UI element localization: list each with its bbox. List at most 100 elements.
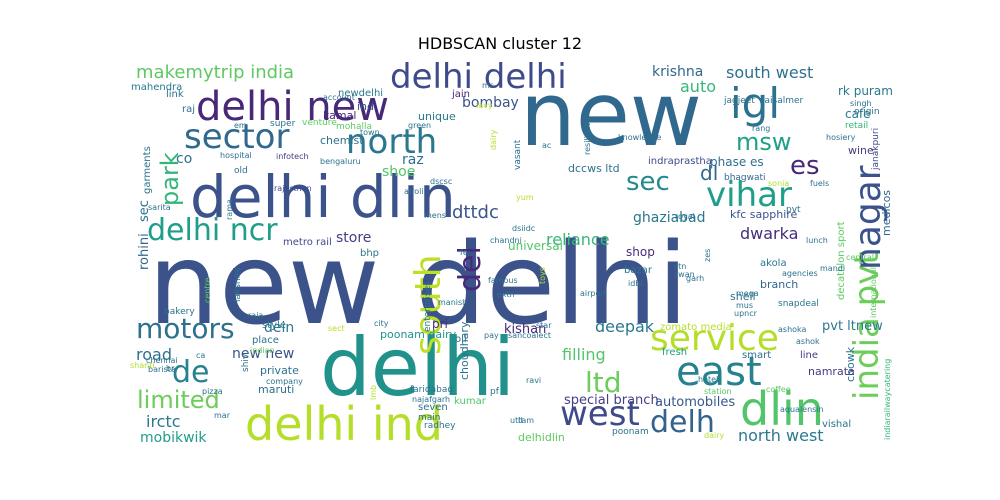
word-99: line [800,350,818,361]
word-102: private [260,364,299,377]
word-96: decathlon sport [836,221,847,300]
word-63: shop [626,245,655,259]
word-142: lavy [476,101,493,110]
word-166: zes [703,249,712,262]
word-84: bengaluru [320,157,361,166]
word-173: garh [686,274,704,283]
word-47: shoe [382,164,415,180]
word-60: kfc sapphire [730,208,798,221]
word-77: kamal [323,109,356,122]
word-16: vihar [706,175,792,215]
word-110: agencies [782,269,818,278]
word-104: faridabad [410,385,453,395]
word-72: wine [848,144,874,157]
word-129: shanti [130,361,155,370]
word-144: resilient [583,123,592,155]
word-38: irctc [146,412,181,431]
word-186: pay [484,331,499,340]
word-54: delhidlin [518,431,565,444]
word-98: vishal [822,419,851,430]
word-6: igl [730,79,780,128]
word-82: link [166,89,184,100]
word-64: bazar [624,265,653,276]
word-80: jain [451,89,470,100]
word-89: universal [508,239,563,253]
word-167: toys [538,267,547,284]
word-3: delhi [320,321,515,414]
word-27: es [790,151,820,181]
word-100: smart [742,350,771,361]
word-30: south west [726,63,813,82]
word-45: krishna [652,64,703,80]
word-131: br [166,364,175,373]
word-57: zomato media [660,322,732,333]
word-107: najafgarh [412,395,450,404]
word-29: makemytrip india [136,62,294,83]
word-20: motors [136,312,235,345]
word-136: mohalla [336,122,372,132]
word-7: delhi ind [245,397,443,451]
word-58: indiarailwaycatering [883,359,892,440]
word-106: seven [418,402,448,413]
word-123: bakery [164,307,195,317]
word-85: infotech [276,152,309,161]
word-13: dlin [740,382,824,436]
word-184: star [536,321,552,330]
word-140: em [234,121,247,130]
word-164: pvt [786,205,801,215]
word-94: shell [730,290,756,303]
word-158: airoli [404,187,424,196]
word-35: ghaziabad [633,210,706,226]
word-69: bhagwati [724,173,766,183]
word-67: indraprastha [648,156,712,167]
word-105: choudhary [458,321,471,380]
word-12: service [650,318,779,359]
word-165: lunch [806,236,828,245]
word-190: ravi [526,376,541,385]
word-183: sect [328,324,345,333]
word-161: dsiidc [512,224,535,233]
word-25: msw [736,128,792,156]
word-189: pf [490,387,500,397]
word-0: new delhi [148,220,688,350]
word-192: main [418,413,441,423]
word-150: rang [752,124,770,133]
word-138: green [408,121,431,130]
word-41: deepak [595,317,655,336]
word-113: coffee [766,385,791,394]
word-61: rohini [137,233,152,270]
word-185: sancoalect [508,331,551,340]
word-181: airport [580,289,607,298]
word-75: unique [418,110,456,123]
word-23: ltd [585,366,622,399]
word-1: new [520,63,702,166]
word-139: raj [182,104,195,115]
word-199: swan [674,270,695,279]
word-162: chandni [490,236,522,245]
word-145: jagjeet [723,96,755,106]
word-132: company [266,377,303,386]
word-76: chemist [320,134,364,147]
word-146: jaisalmer [761,96,804,106]
word-81: mahendra [131,82,182,93]
word-33: reliance [546,230,610,249]
word-115: aqualensin [780,405,824,414]
word-149: knowledge [618,133,661,142]
word-48: raz [402,152,424,168]
word-124: pizza [202,387,223,396]
word-2: delhi dlin [190,163,456,231]
cloud-background [125,60,893,444]
word-21: de [172,355,210,390]
word-74: janakpuri [871,128,881,171]
word-120: old [234,166,248,176]
word-15: nagar [848,165,889,270]
word-170: famous [488,276,518,285]
word-134: super [270,119,296,129]
word-127: barista [148,365,176,374]
word-101: fresh [662,347,687,358]
word-151: hosiery [826,133,856,142]
word-70: cafe [845,107,871,121]
word-55: kishan [504,322,546,337]
word-152: fuels [810,179,829,188]
